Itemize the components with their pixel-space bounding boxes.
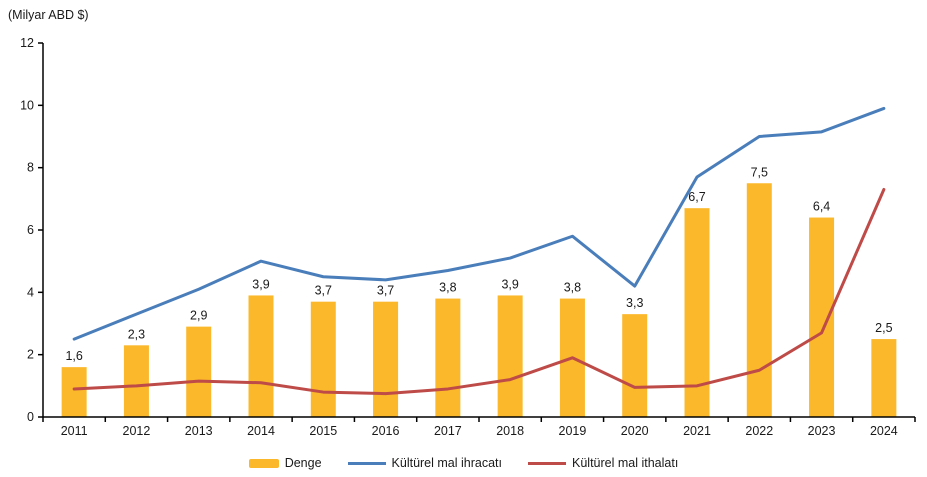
y-tick-label: 2 xyxy=(27,348,34,362)
bar-value-label: 7,5 xyxy=(751,165,768,179)
bar-value-label: 6,7 xyxy=(688,190,705,204)
bar xyxy=(871,339,897,417)
bar xyxy=(186,326,212,417)
bar-value-label: 3,9 xyxy=(252,277,269,291)
bar-value-label: 2,9 xyxy=(190,309,207,323)
x-category-label: 2014 xyxy=(247,424,275,438)
bar xyxy=(310,301,336,417)
x-category-label: 2013 xyxy=(185,424,213,438)
bar xyxy=(497,295,523,417)
x-category-label: 2016 xyxy=(372,424,400,438)
x-category-label: 2018 xyxy=(496,424,524,438)
legend-label-denge: Denge xyxy=(284,456,322,470)
chart-title: (Milyar ABD $) xyxy=(8,8,89,22)
bar xyxy=(746,183,772,417)
chart-canvas: 0 2 4 6 8 10 12 2011 2012 2013 2014 2015 2016 2017 201… xyxy=(20,36,916,438)
bar xyxy=(123,345,149,417)
bar-value-label: 3,9 xyxy=(501,277,518,291)
legend-bar-swatch-icon xyxy=(248,458,279,468)
x-category-label: 2012 xyxy=(123,424,151,438)
x-category-label: 2024 xyxy=(870,424,898,438)
x-category-label: 2021 xyxy=(683,424,711,438)
legend-label-ithalat: Kültürel mal ithalatı xyxy=(572,456,679,470)
x-category-label: 2015 xyxy=(309,424,337,438)
legend-line-swatch-icon xyxy=(528,461,566,465)
y-tick-label: 4 xyxy=(27,285,34,299)
legend-item-denge: Denge xyxy=(248,456,322,470)
bar xyxy=(684,208,710,417)
bar-value-label: 2,5 xyxy=(875,321,892,335)
legend-item-ihracat: Kültürel mal ihracatı xyxy=(347,456,502,470)
bar-value-label: 1,6 xyxy=(65,349,82,363)
bar xyxy=(435,298,461,417)
x-category-label: 2017 xyxy=(434,424,462,438)
y-tick-label: 0 xyxy=(27,410,34,424)
bar xyxy=(248,295,274,417)
bar-value-label: 3,3 xyxy=(626,296,643,310)
bar-value-label: 2,3 xyxy=(128,327,145,341)
x-category-label: 2019 xyxy=(559,424,587,438)
x-category-label: 2023 xyxy=(808,424,836,438)
bar-value-label: 3,8 xyxy=(439,281,456,295)
bar-value-label: 3,7 xyxy=(315,284,332,298)
y-tick-label: 8 xyxy=(27,161,34,175)
y-tick-label: 10 xyxy=(20,98,34,112)
legend-item-ithalat: Kültürel mal ithalatı xyxy=(528,456,678,470)
x-category-label: 2022 xyxy=(745,424,773,438)
bar-value-label: 6,4 xyxy=(813,200,830,214)
y-tick-label: 6 xyxy=(27,223,34,237)
legend-line-swatch-icon xyxy=(347,461,386,465)
import-line xyxy=(72,187,886,396)
export-line xyxy=(72,106,886,341)
legend-label-ihracat: Kültürel mal ihracatı xyxy=(391,456,502,470)
chart-legend: Denge Kültürel mal ihracatı Kültürel mal… xyxy=(0,456,927,470)
bar xyxy=(373,301,399,417)
x-category-label: 2020 xyxy=(621,424,649,438)
bar xyxy=(622,314,648,417)
bar-value-label: 3,7 xyxy=(377,284,394,298)
bar xyxy=(809,217,835,417)
bar xyxy=(61,367,87,417)
x-category-label: 2011 xyxy=(61,424,88,438)
bar-value-label: 3,8 xyxy=(564,281,581,295)
y-tick-label: 12 xyxy=(20,36,34,50)
